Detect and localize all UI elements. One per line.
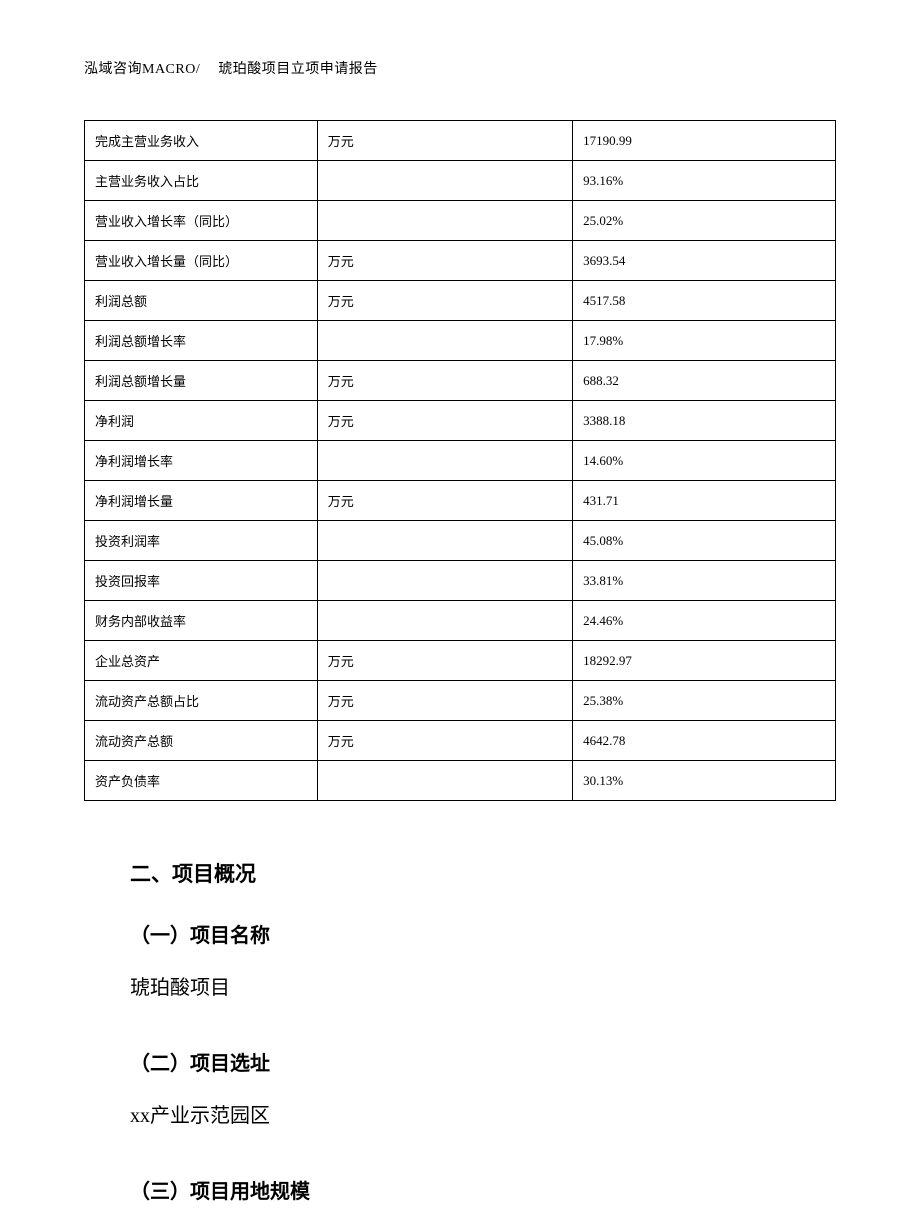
table-cell-value: 18292.97	[573, 641, 836, 681]
table-cell-item: 流动资产总额	[85, 721, 318, 761]
table-cell-value: 3693.54	[573, 241, 836, 281]
table-cell-value: 4517.58	[573, 281, 836, 321]
table-row: 净利润增长率 14.60%	[85, 441, 836, 481]
table-row: 利润总额万元4517.58	[85, 281, 836, 321]
table-cell-unit: 万元	[317, 481, 572, 521]
table-row: 利润总额增长率 17.98%	[85, 321, 836, 361]
table-row: 完成主营业务收入万元17190.99	[85, 121, 836, 161]
table-row: 营业收入增长率（同比） 25.02%	[85, 201, 836, 241]
table-cell-value: 431.71	[573, 481, 836, 521]
content-section: 二、项目概况 （一）项目名称 琥珀酸项目 （二）项目选址 xx产业示范园区 （三…	[84, 851, 836, 1215]
header-left: 泓域咨询MACRO/	[84, 62, 200, 77]
table-cell-value: 33.81%	[573, 561, 836, 601]
table-cell-unit	[317, 761, 572, 801]
table-row: 主营业务收入占比 93.16%	[85, 161, 836, 201]
table-row: 净利润增长量万元431.71	[85, 481, 836, 521]
table-row: 企业总资产万元18292.97	[85, 641, 836, 681]
table-cell-value: 45.08%	[573, 521, 836, 561]
header-right: 琥珀酸项目立项申请报告	[218, 62, 378, 77]
table-row: 流动资产总额万元4642.78	[85, 721, 836, 761]
table-cell-value: 4642.78	[573, 721, 836, 761]
table-cell-value: 17.98%	[573, 321, 836, 361]
table-cell-unit: 万元	[317, 281, 572, 321]
table-body: 完成主营业务收入万元17190.99主营业务收入占比93.16%营业收入增长率（…	[85, 121, 836, 801]
table-cell-item: 营业收入增长量（同比）	[85, 241, 318, 281]
table-cell-unit: 万元	[317, 401, 572, 441]
subsection-3-title: （三）项目用地规模	[130, 1169, 836, 1215]
table-cell-item: 利润总额增长率	[85, 321, 318, 361]
table-cell-item: 营业收入增长率（同比）	[85, 201, 318, 241]
table-cell-unit: 万元	[317, 721, 572, 761]
table-cell-item: 利润总额增长量	[85, 361, 318, 401]
table-cell-value: 688.32	[573, 361, 836, 401]
table-cell-item: 流动资产总额占比	[85, 681, 318, 721]
table-cell-item: 财务内部收益率	[85, 601, 318, 641]
subsection-1-title: （一）项目名称	[130, 913, 836, 959]
table-row: 投资利润率 45.08%	[85, 521, 836, 561]
table-cell-unit	[317, 441, 572, 481]
table-cell-item: 资产负债率	[85, 761, 318, 801]
page-header: 泓域咨询MACRO/琥珀酸项目立项申请报告	[84, 58, 836, 78]
table-cell-value: 25.38%	[573, 681, 836, 721]
table-cell-item: 投资利润率	[85, 521, 318, 561]
section-title: 二、项目概况	[130, 851, 836, 899]
table-cell-value: 93.16%	[573, 161, 836, 201]
table-row: 资产负债率 30.13%	[85, 761, 836, 801]
financial-table: 完成主营业务收入万元17190.99主营业务收入占比93.16%营业收入增长率（…	[84, 120, 836, 801]
table-cell-item: 投资回报率	[85, 561, 318, 601]
table-cell-unit: 万元	[317, 641, 572, 681]
table-row: 营业收入增长量（同比）万元3693.54	[85, 241, 836, 281]
table-cell-item: 主营业务收入占比	[85, 161, 318, 201]
table-cell-unit	[317, 561, 572, 601]
table-row: 利润总额增长量万元688.32	[85, 361, 836, 401]
subsection-1-body: 琥珀酸项目	[130, 965, 836, 1011]
subsection-2-title: （二）项目选址	[130, 1041, 836, 1087]
table-cell-unit	[317, 201, 572, 241]
table-cell-unit	[317, 161, 572, 201]
table-cell-value: 14.60%	[573, 441, 836, 481]
table-cell-unit	[317, 321, 572, 361]
subsection-2-body: xx产业示范园区	[130, 1093, 836, 1139]
table-cell-unit: 万元	[317, 361, 572, 401]
table-row: 流动资产总额占比万元25.38%	[85, 681, 836, 721]
table-cell-item: 净利润	[85, 401, 318, 441]
table-cell-unit: 万元	[317, 241, 572, 281]
table-cell-item: 净利润增长率	[85, 441, 318, 481]
table-cell-unit	[317, 601, 572, 641]
table-cell-item: 利润总额	[85, 281, 318, 321]
table-cell-unit	[317, 521, 572, 561]
table-cell-unit: 万元	[317, 121, 572, 161]
table-cell-value: 3388.18	[573, 401, 836, 441]
table-cell-value: 17190.99	[573, 121, 836, 161]
table-cell-value: 30.13%	[573, 761, 836, 801]
table-cell-item: 完成主营业务收入	[85, 121, 318, 161]
table-row: 净利润万元3388.18	[85, 401, 836, 441]
table-cell-item: 净利润增长量	[85, 481, 318, 521]
table-cell-item: 企业总资产	[85, 641, 318, 681]
table-cell-value: 24.46%	[573, 601, 836, 641]
table-row: 投资回报率 33.81%	[85, 561, 836, 601]
table-cell-value: 25.02%	[573, 201, 836, 241]
table-row: 财务内部收益率 24.46%	[85, 601, 836, 641]
table-cell-unit: 万元	[317, 681, 572, 721]
